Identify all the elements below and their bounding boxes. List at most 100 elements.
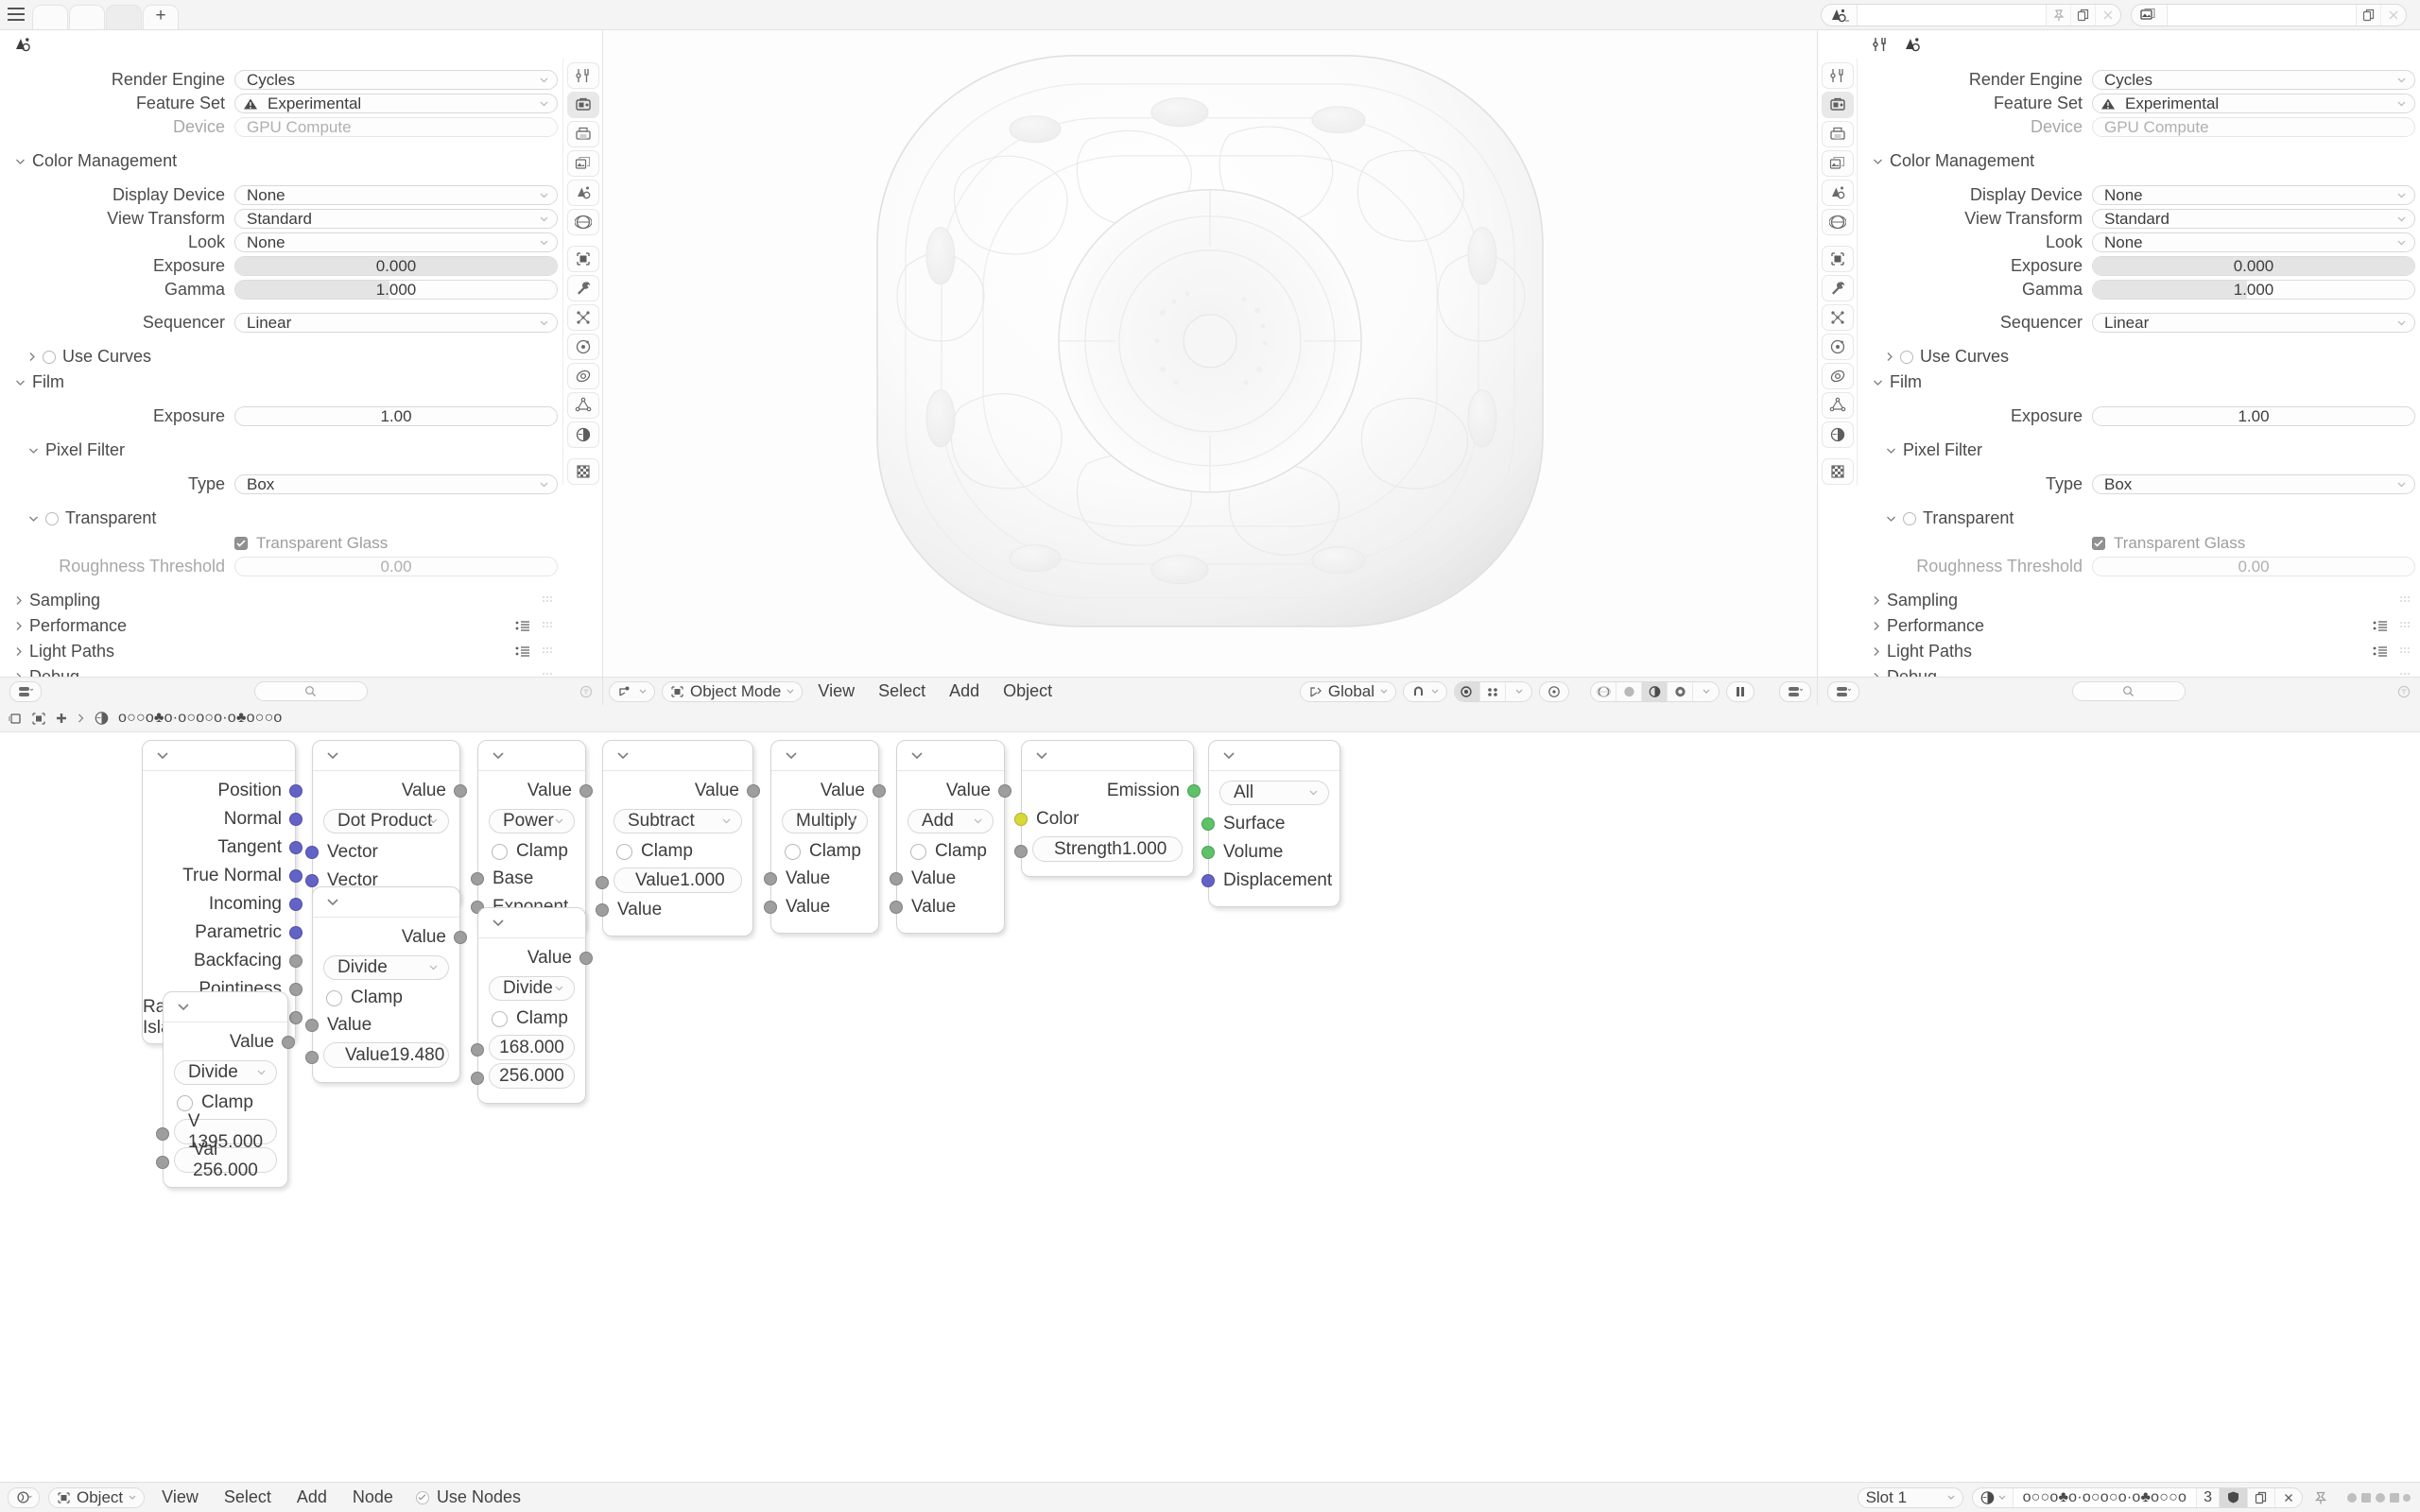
render-properties-icon[interactable] — [1822, 5, 1858, 26]
transparent-checkbox[interactable] — [1903, 511, 1916, 525]
search-input[interactable] — [2071, 681, 2186, 701]
grip-icon[interactable] — [2399, 646, 2410, 657]
render-engine-dropdown[interactable]: Cycles — [2092, 70, 2415, 90]
socket-displacement[interactable] — [1201, 874, 1215, 887]
section-color-management[interactable]: Color Management — [1858, 148, 2420, 174]
material-icon[interactable] — [94, 711, 110, 726]
clamp-checkbox[interactable] — [326, 989, 342, 1006]
viewport-canvas[interactable] — [603, 30, 1817, 677]
pixel-filter-type-dropdown[interactable]: Box — [234, 474, 558, 494]
sidebar-item-modifiers[interactable] — [1821, 275, 1854, 301]
socket-value-1[interactable] — [471, 1043, 484, 1057]
sidebar-item-particles[interactable] — [566, 304, 599, 331]
operation-dropdown[interactable]: Divide — [174, 1060, 277, 1085]
socket-value-out[interactable] — [873, 784, 886, 798]
device-dropdown[interactable]: GPU Compute — [234, 117, 558, 137]
sidebar-item-render[interactable] — [1821, 92, 1854, 118]
node-math-subtract[interactable]: Value Subtract Clamp Value 1.000 Value — [596, 740, 760, 936]
socket-tangent[interactable] — [289, 841, 302, 854]
socket-parametric[interactable] — [289, 926, 302, 939]
chevron-down-icon[interactable] — [326, 898, 339, 906]
operation-dropdown[interactable]: Multiply — [782, 809, 868, 833]
pin-icon[interactable] — [2047, 5, 2071, 26]
use-curves-checkbox[interactable] — [1900, 350, 1913, 364]
mode-selector[interactable]: Object — [48, 1486, 146, 1508]
value-field[interactable]: Value 19.480 — [323, 1042, 449, 1068]
sequencer-dropdown[interactable]: Linear — [234, 313, 558, 333]
chevron-down-icon[interactable] — [910, 751, 924, 760]
sidebar-item-view-layer[interactable] — [566, 150, 599, 177]
socket-pointiness[interactable] — [289, 983, 302, 996]
operation-dropdown[interactable]: Dot Product — [323, 809, 449, 833]
section-transparent[interactable]: Transparent — [1858, 506, 2420, 531]
section-film[interactable]: Film — [1858, 369, 2420, 395]
node-header[interactable] — [478, 741, 585, 771]
node-header[interactable] — [771, 741, 878, 771]
socket-surface[interactable] — [1201, 817, 1215, 831]
sidebar-item-constraints[interactable] — [566, 363, 599, 389]
node-math-multiply[interactable]: Value Multiply Clamp Value Value — [764, 740, 886, 934]
viewport-menu-select[interactable]: Select — [878, 681, 926, 700]
roughness-threshold-field[interactable]: 0.00 — [2092, 557, 2415, 576]
socket-vector-2[interactable] — [305, 874, 319, 887]
node-math-add[interactable]: Value Add Clamp Value Value — [890, 740, 1011, 934]
section-sampling[interactable]: Sampling — [0, 588, 563, 613]
render-id-name[interactable] — [1858, 5, 2047, 26]
search-input[interactable] — [253, 681, 368, 701]
section-color-management[interactable]: Color Management — [0, 148, 563, 174]
shading-wireframe-icon[interactable] — [1591, 681, 1616, 701]
sidebar-item-scene[interactable] — [1821, 180, 1854, 206]
node-emission[interactable]: Emission Color Strength 1.000 — [1014, 740, 1201, 877]
socket-value-1[interactable] — [764, 872, 777, 885]
clamp-checkbox[interactable] — [177, 1094, 193, 1111]
operation-dropdown[interactable]: Divide — [323, 955, 449, 980]
clamp-checkbox[interactable] — [492, 1010, 508, 1027]
node-header[interactable] — [478, 908, 585, 938]
section-performance[interactable]: Performance — [0, 613, 563, 639]
socket-value-out[interactable] — [579, 952, 593, 965]
sidebar-item-object[interactable] — [566, 246, 599, 272]
film-exposure-field[interactable]: 1.00 — [234, 406, 558, 426]
render-engine-dropdown[interactable]: Cycles — [234, 70, 558, 90]
filter-icon[interactable] — [579, 685, 593, 698]
shading-rendered-icon[interactable] — [1668, 681, 1693, 701]
grip-icon[interactable] — [2399, 621, 2410, 631]
chevron-down-icon[interactable] — [492, 751, 505, 760]
viewport-menu-add[interactable]: Add — [949, 681, 980, 700]
section-use-curves[interactable]: Use Curves — [0, 344, 563, 369]
grip-icon[interactable] — [542, 646, 552, 657]
sidebar-item-physics[interactable] — [1821, 334, 1854, 360]
socket-position[interactable] — [289, 784, 302, 798]
node-menu-select[interactable]: Select — [223, 1487, 271, 1506]
filter-icon[interactable] — [2397, 685, 2411, 698]
list-icon[interactable] — [515, 620, 530, 632]
section-sampling[interactable]: Sampling — [1858, 588, 2420, 613]
workspace-tab-2[interactable] — [69, 5, 105, 29]
editor-type-button[interactable] — [8, 1486, 40, 1508]
node-header[interactable] — [1022, 741, 1193, 771]
proportional-edit-icon[interactable] — [1455, 681, 1480, 701]
falloff-icon[interactable] — [1480, 681, 1506, 701]
sequencer-dropdown[interactable]: Linear — [2092, 313, 2415, 333]
plus-icon[interactable] — [55, 712, 68, 725]
list-icon[interactable] — [515, 645, 530, 658]
viewport-menu-object[interactable]: Object — [1003, 681, 1053, 700]
node-menu-node[interactable]: Node — [352, 1487, 393, 1506]
chevron-down-icon[interactable] — [785, 751, 798, 760]
section-pixel-filter[interactable]: Pixel Filter — [1858, 438, 2420, 463]
use-curves-checkbox[interactable] — [43, 350, 56, 364]
socket-backfacing[interactable] — [289, 954, 302, 968]
roughness-threshold-field[interactable]: 0.00 — [234, 557, 558, 576]
value-field[interactable]: Value 1.000 — [614, 868, 742, 893]
gamma-slider[interactable]: 1.000 — [2092, 280, 2415, 300]
transparent-checkbox[interactable] — [45, 511, 59, 525]
display-device-dropdown[interactable]: None — [234, 185, 558, 205]
sidebar-item-scene[interactable] — [566, 180, 599, 206]
sidebar-item-modifiers[interactable] — [566, 275, 599, 301]
view-layer-id-name[interactable] — [2168, 5, 2357, 26]
socket-color[interactable] — [1014, 813, 1028, 826]
object-icon[interactable] — [31, 712, 46, 726]
workspace-tab-3[interactable] — [106, 5, 142, 29]
sidebar-item-render[interactable] — [566, 92, 599, 118]
node-math-divide-1395-256[interactable]: Value Divide Clamp V 1395.000 Val 256.00… — [156, 991, 295, 1188]
